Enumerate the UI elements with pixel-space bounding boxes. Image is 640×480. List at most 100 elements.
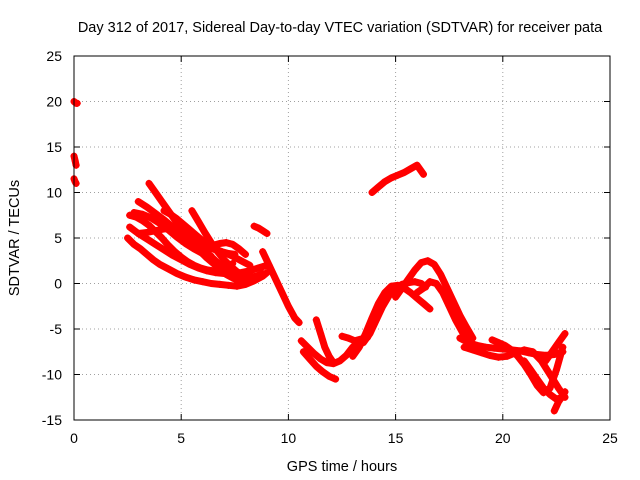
- data-point: [295, 319, 303, 327]
- data-point: [317, 330, 325, 338]
- data-point: [507, 346, 515, 354]
- data-point: [419, 284, 427, 292]
- series-arc-1: [70, 98, 81, 107]
- data-point: [199, 278, 207, 286]
- x-tick-label: 5: [177, 430, 185, 446]
- data-point: [151, 227, 159, 235]
- y-axis-label: SDTVAR / TECUs: [7, 180, 23, 296]
- data-point: [164, 241, 172, 249]
- data-point: [400, 168, 408, 176]
- data-point: [194, 240, 202, 248]
- series-trace: [250, 222, 271, 237]
- series-trace: [130, 209, 215, 260]
- data-point: [486, 351, 494, 359]
- data-point: [381, 178, 389, 186]
- data-point: [419, 300, 427, 308]
- data-point: [495, 353, 503, 361]
- data-point: [561, 330, 569, 338]
- data-point: [71, 157, 79, 165]
- data-point: [169, 225, 177, 233]
- data-point: [246, 273, 254, 281]
- data-point: [278, 289, 286, 297]
- y-tick-label: 10: [46, 185, 62, 201]
- data-point: [392, 293, 400, 301]
- data-point: [171, 248, 179, 256]
- data-point: [151, 240, 159, 248]
- data-point: [503, 352, 511, 360]
- x-tick-label: 20: [495, 430, 511, 446]
- data-point: [332, 375, 340, 383]
- data-point: [214, 248, 222, 256]
- data-point: [432, 280, 440, 287]
- data-point: [216, 280, 224, 288]
- data-point: [469, 346, 477, 354]
- data-point: [387, 174, 395, 182]
- data-point: [490, 344, 498, 352]
- data-point: [254, 224, 262, 232]
- data-point: [145, 221, 153, 229]
- data-point: [411, 278, 419, 286]
- series-trace: [542, 330, 569, 365]
- data-point: [254, 264, 262, 272]
- data-point: [329, 359, 337, 367]
- data-point: [325, 352, 333, 360]
- series-arc-15: [259, 248, 303, 327]
- data-point: [456, 334, 464, 342]
- data-point: [164, 265, 172, 273]
- data-point: [398, 284, 406, 292]
- series-arc-2: [70, 152, 80, 169]
- data-point: [379, 302, 387, 310]
- data-point: [520, 357, 528, 365]
- data-point: [220, 264, 228, 272]
- data-point: [321, 343, 329, 351]
- data-point: [546, 391, 554, 399]
- data-point: [151, 209, 159, 217]
- chart-title: Day 312 of 2017, Sidereal Day-to-day VTE…: [78, 20, 603, 36]
- data-point: [419, 170, 427, 178]
- x-axis-label: GPS time / hours: [287, 459, 397, 475]
- data-point: [196, 264, 204, 272]
- data-point: [385, 291, 393, 299]
- data-point: [173, 215, 181, 223]
- data-point: [404, 275, 412, 283]
- data-point: [559, 391, 567, 399]
- data-point: [216, 239, 224, 247]
- data-point: [297, 337, 305, 345]
- data-point: [413, 161, 421, 169]
- data-point: [374, 183, 382, 191]
- data-point: [73, 99, 81, 107]
- data-point: [555, 398, 563, 406]
- data-point: [145, 179, 153, 187]
- data-point: [514, 352, 522, 360]
- data-point: [555, 384, 563, 392]
- series-trace: [259, 248, 303, 327]
- data-point: [224, 281, 232, 289]
- data-point: [495, 339, 503, 347]
- data-point: [359, 339, 367, 347]
- data-point: [147, 214, 155, 222]
- data-point: [177, 228, 185, 236]
- data-point: [143, 250, 151, 258]
- data-point: [139, 217, 147, 225]
- data-point: [222, 239, 230, 247]
- series-trace: [550, 388, 569, 415]
- data-point: [194, 218, 202, 226]
- data-point: [188, 207, 196, 215]
- data-point: [186, 226, 194, 234]
- data-point: [143, 235, 151, 243]
- data-point: [501, 341, 509, 349]
- data-point: [156, 219, 164, 227]
- data-point: [529, 348, 537, 356]
- y-tick-label: 5: [54, 230, 62, 246]
- data-point: [259, 269, 267, 277]
- series-arc-23: [368, 161, 427, 196]
- data-point: [259, 227, 267, 235]
- series-arc-22: [392, 257, 477, 342]
- plot-frame: [73, 55, 611, 421]
- data-point: [533, 375, 541, 383]
- data-point: [143, 229, 151, 237]
- data-point: [488, 336, 496, 344]
- data-point: [212, 257, 220, 265]
- data-point: [520, 346, 528, 354]
- data-point: [239, 271, 247, 279]
